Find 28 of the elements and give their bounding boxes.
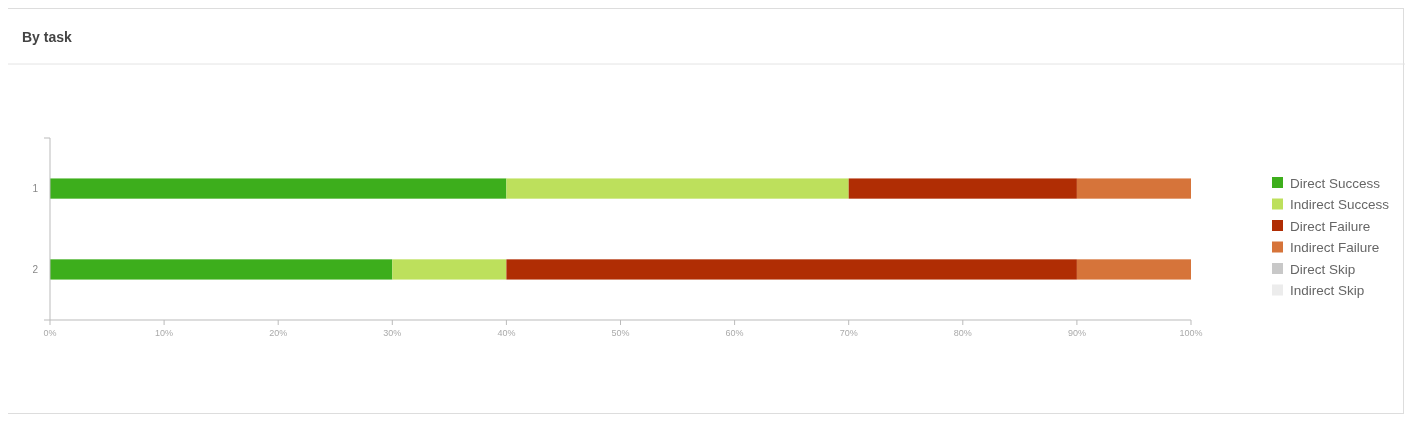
x-tick-label: 0% <box>43 328 57 338</box>
bar <box>506 178 849 199</box>
x-tick-label: 70% <box>839 328 858 338</box>
legend-label: Direct Skip <box>1290 261 1356 277</box>
legend-label: Indirect Success <box>1290 197 1390 213</box>
chart-title: By task <box>22 28 73 45</box>
x-tick-label: 10% <box>155 328 174 338</box>
x-tick-label: 90% <box>1067 328 1086 338</box>
x-tick-label: 60% <box>725 328 744 338</box>
legend-label: Indirect Skip <box>1290 283 1365 299</box>
x-tick-label: 50% <box>611 328 630 338</box>
bar <box>392 259 507 280</box>
x-tick-label: 100% <box>1179 328 1203 338</box>
x-tick-label: 20% <box>269 328 288 338</box>
x-tick-label: 80% <box>953 328 972 338</box>
x-tick-label: 30% <box>383 328 402 338</box>
bar <box>50 178 507 199</box>
x-tick-label: 40% <box>497 328 516 338</box>
y-tick-label: 2 <box>32 263 39 275</box>
bar <box>506 259 1077 280</box>
legend-label: Direct Success <box>1290 175 1381 191</box>
bar <box>1076 259 1191 280</box>
bar <box>50 259 393 280</box>
legend-label: Indirect Failure <box>1290 240 1380 256</box>
legend-label: Direct Failure <box>1290 218 1371 234</box>
y-tick-label: 1 <box>32 183 39 195</box>
bar <box>1076 178 1191 199</box>
bar <box>848 178 1077 199</box>
